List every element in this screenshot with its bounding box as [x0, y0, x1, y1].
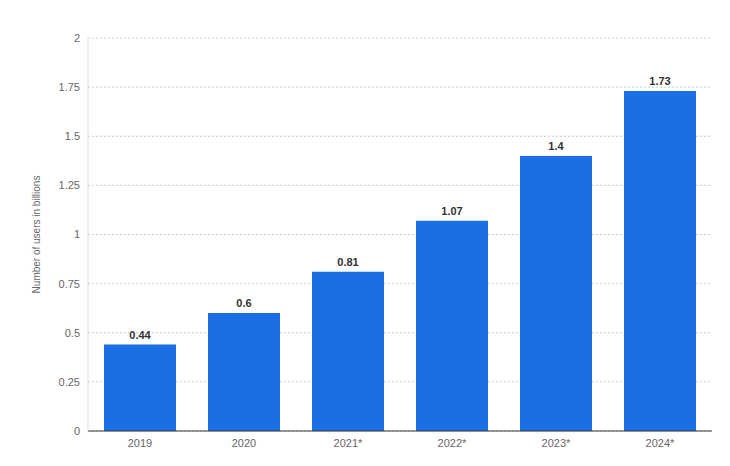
svg-text:0.81: 0.81 — [337, 256, 358, 268]
svg-text:0.5: 0.5 — [65, 327, 80, 339]
svg-text:1: 1 — [74, 228, 80, 240]
svg-text:0: 0 — [74, 425, 80, 437]
svg-text:0.25: 0.25 — [59, 376, 80, 388]
svg-text:Number of users in billions: Number of users in billions — [31, 176, 42, 294]
svg-text:1.4: 1.4 — [548, 140, 564, 152]
svg-text:2024*: 2024* — [646, 437, 675, 449]
svg-text:0.6: 0.6 — [236, 297, 251, 309]
svg-text:1.25: 1.25 — [59, 179, 80, 191]
svg-text:2022*: 2022* — [438, 437, 467, 449]
svg-text:1.75: 1.75 — [59, 81, 80, 93]
svg-text:1.07: 1.07 — [441, 205, 462, 217]
svg-text:2: 2 — [74, 32, 80, 44]
svg-text:0.44: 0.44 — [129, 329, 151, 341]
svg-text:2021*: 2021* — [334, 437, 363, 449]
svg-text:0.75: 0.75 — [59, 278, 80, 290]
svg-text:1.5: 1.5 — [65, 130, 80, 142]
svg-text:2023*: 2023* — [542, 437, 571, 449]
svg-text:1.73: 1.73 — [649, 75, 670, 87]
svg-text:2019: 2019 — [128, 437, 152, 449]
svg-text:2020: 2020 — [232, 437, 256, 449]
